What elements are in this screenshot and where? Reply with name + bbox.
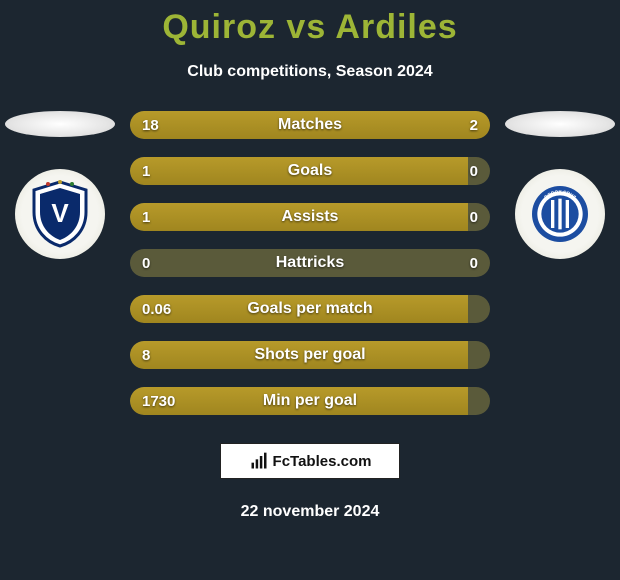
stat-value-left: 18 <box>142 111 159 139</box>
stat-row: Matches18 2 <box>130 111 490 139</box>
stat-value-left: 1 <box>142 203 150 231</box>
stat-label: Goals <box>130 157 490 185</box>
page-title: Quiroz vs Ardiles <box>0 0 620 47</box>
stat-row: Shots per goal8 <box>130 341 490 369</box>
stat-value-right: 0 <box>470 249 478 277</box>
stat-value-right: 2 <box>470 111 478 139</box>
stat-label: Hattricks <box>130 249 490 277</box>
stat-label: Shots per goal <box>130 341 490 369</box>
comparison-panel: V GODOY CRUZ <box>0 111 620 415</box>
stat-row: Min per goal1730 <box>130 387 490 415</box>
subtitle: Club competitions, Season 2024 <box>0 63 620 81</box>
stat-value-left: 8 <box>142 341 150 369</box>
branding-text: FcTables.com <box>273 453 372 470</box>
stat-value-left: 0 <box>142 249 150 277</box>
stat-label: Goals per match <box>130 295 490 323</box>
stat-row: Goals1 0 <box>130 157 490 185</box>
stat-value-right: 0 <box>470 203 478 231</box>
stat-value-left: 0.06 <box>142 295 171 323</box>
stat-label: Min per goal <box>130 387 490 415</box>
stat-row: Hattricks0 0 <box>130 249 490 277</box>
stat-value-right: 0 <box>470 157 478 185</box>
stat-label: Matches <box>130 111 490 139</box>
crest-left-letter: V <box>51 198 69 228</box>
stat-value-left: 1730 <box>142 387 175 415</box>
chart-icon <box>249 451 269 471</box>
player-left-photo-placeholder <box>5 111 115 137</box>
stat-label: Assists <box>130 203 490 231</box>
team-left-crest: V <box>15 169 105 259</box>
player-right-column: GODOY CRUZ <box>500 111 620 259</box>
branding-badge: FcTables.com <box>220 443 400 479</box>
player-right-photo-placeholder <box>505 111 615 137</box>
team-right-crest: GODOY CRUZ <box>515 169 605 259</box>
player-left-column: V <box>0 111 120 259</box>
stat-row: Assists1 0 <box>130 203 490 231</box>
stat-value-left: 1 <box>142 157 150 185</box>
date-label: 22 november 2024 <box>0 503 620 521</box>
stat-bars: Matches182Goals10Assists10Hattricks00Goa… <box>130 111 490 415</box>
stat-row: Goals per match0.06 <box>130 295 490 323</box>
